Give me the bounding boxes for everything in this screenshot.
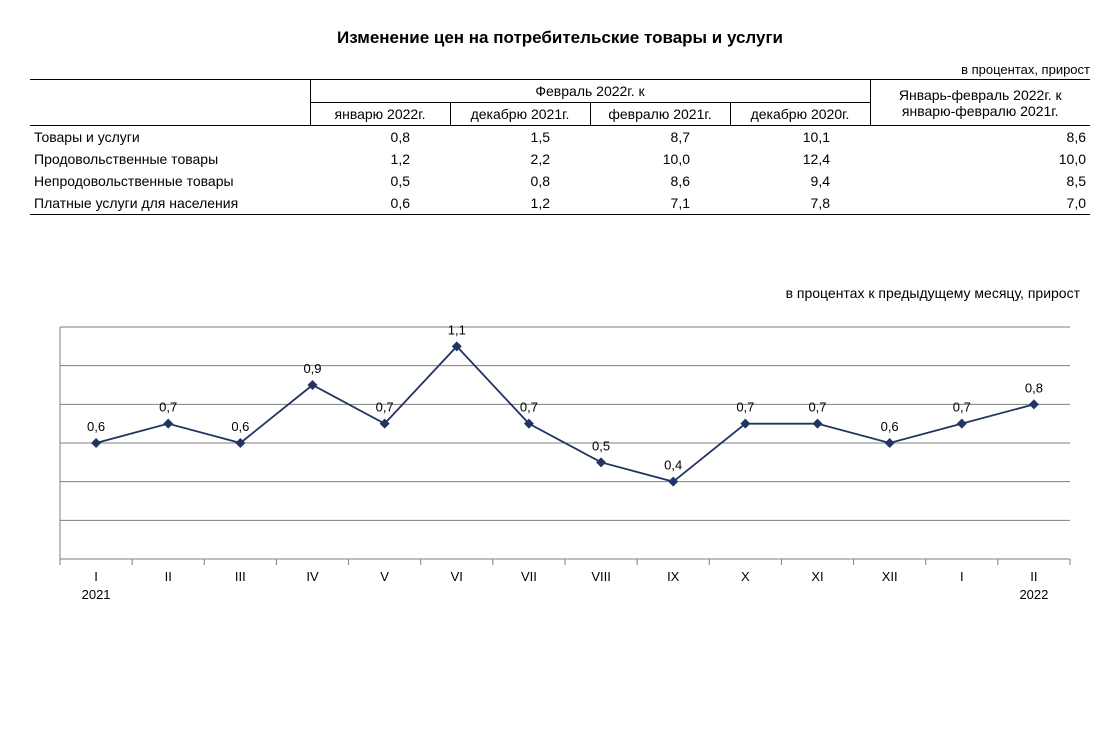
cell-value: 2,2 xyxy=(450,148,590,170)
cell-value: 8,6 xyxy=(590,170,730,192)
cell-value: 9,4 xyxy=(730,170,870,192)
cell-value: 10,1 xyxy=(730,126,870,149)
table-row: Товары и услуги0,81,58,710,18,6 xyxy=(30,126,1090,149)
cell-value: 10,0 xyxy=(590,148,730,170)
cell-value: 8,7 xyxy=(590,126,730,149)
cell-value: 1,2 xyxy=(310,148,450,170)
cell-value: 8,6 xyxy=(870,126,1090,149)
svg-text:0,7: 0,7 xyxy=(159,400,177,415)
svg-text:IV: IV xyxy=(306,569,319,584)
row-label: Товары и услуги xyxy=(30,126,310,149)
svg-text:IX: IX xyxy=(667,569,680,584)
unit-label: в процентах, прирост xyxy=(30,62,1090,77)
cell-value: 1,5 xyxy=(450,126,590,149)
header-col-1: декабрю 2021г. xyxy=(450,103,590,126)
header-col-3: декабрю 2020г. xyxy=(730,103,870,126)
svg-text:0,9: 0,9 xyxy=(303,361,321,376)
svg-text:I: I xyxy=(960,569,964,584)
svg-text:XII: XII xyxy=(882,569,898,584)
svg-text:VIII: VIII xyxy=(591,569,611,584)
svg-text:0,6: 0,6 xyxy=(231,419,249,434)
header-group-main: Февраль 2022г. к xyxy=(310,80,870,103)
cell-value: 7,1 xyxy=(590,192,730,215)
price-table: Февраль 2022г. к Январь-февраль 2022г. к… xyxy=(30,79,1090,215)
svg-text:0,7: 0,7 xyxy=(736,400,754,415)
svg-text:1,1: 1,1 xyxy=(448,322,466,337)
cell-value: 0,6 xyxy=(310,192,450,215)
svg-text:0,5: 0,5 xyxy=(592,438,610,453)
table-row: Продовольственные товары1,22,210,012,410… xyxy=(30,148,1090,170)
svg-text:III: III xyxy=(235,569,246,584)
header-col-2: февралю 2021г. xyxy=(590,103,730,126)
cell-value: 0,8 xyxy=(450,170,590,192)
svg-text:0,7: 0,7 xyxy=(953,400,971,415)
svg-text:X: X xyxy=(741,569,750,584)
svg-text:0,6: 0,6 xyxy=(881,419,899,434)
header-group-last: Январь-февраль 2022г. к январю-февралю 2… xyxy=(870,80,1090,126)
header-col-0: январю 2022г. xyxy=(310,103,450,126)
svg-text:0,6: 0,6 xyxy=(87,419,105,434)
svg-text:I: I xyxy=(94,569,98,584)
page-title: Изменение цен на потребительские товары … xyxy=(30,28,1090,48)
svg-text:XI: XI xyxy=(811,569,823,584)
cell-value: 7,8 xyxy=(730,192,870,215)
svg-text:0,4: 0,4 xyxy=(664,458,682,473)
table-row: Непродовольственные товары0,50,88,69,48,… xyxy=(30,170,1090,192)
svg-text:0,7: 0,7 xyxy=(376,400,394,415)
svg-text:V: V xyxy=(380,569,389,584)
row-label: Непродовольственные товары xyxy=(30,170,310,192)
svg-text:VII: VII xyxy=(521,569,537,584)
svg-text:II: II xyxy=(1030,569,1037,584)
svg-text:0,7: 0,7 xyxy=(808,400,826,415)
svg-text:2022: 2022 xyxy=(1019,587,1048,602)
svg-text:II: II xyxy=(165,569,172,584)
svg-text:0,7: 0,7 xyxy=(520,400,538,415)
svg-text:VI: VI xyxy=(451,569,463,584)
chart-caption: в процентах к предыдущему месяцу, прирос… xyxy=(30,285,1090,301)
cell-value: 12,4 xyxy=(730,148,870,170)
row-label: Платные услуги для населения xyxy=(30,192,310,215)
svg-text:0,8: 0,8 xyxy=(1025,380,1043,395)
cell-value: 0,5 xyxy=(310,170,450,192)
cell-value: 10,0 xyxy=(870,148,1090,170)
table-row: Платные услуги для населения0,61,27,17,8… xyxy=(30,192,1090,215)
svg-text:2021: 2021 xyxy=(82,587,111,602)
row-label: Продовольственные товары xyxy=(30,148,310,170)
header-blank xyxy=(30,80,310,126)
cell-value: 7,0 xyxy=(870,192,1090,215)
cell-value: 8,5 xyxy=(870,170,1090,192)
cell-value: 0,8 xyxy=(310,126,450,149)
cell-value: 1,2 xyxy=(450,192,590,215)
line-chart: 0,6 0,7 0,6 0,9 0,7 1,1 0,7 0,5 0,4 0,7 0,7 0,6 0,7 0… xyxy=(30,309,1090,619)
